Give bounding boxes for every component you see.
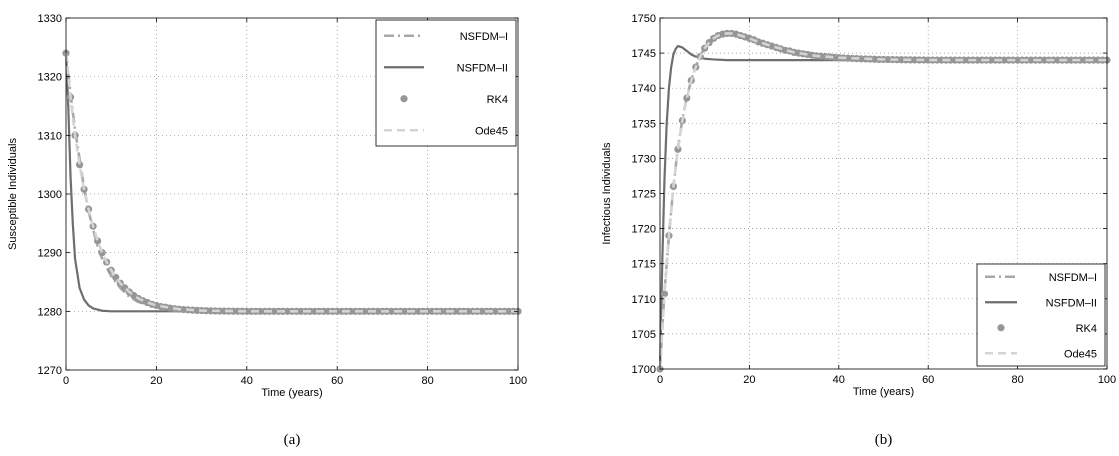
series-line-nsfdm-i [64,53,518,313]
y-tick-label: 1735 [632,118,656,130]
panel-caption: (b) [875,432,893,448]
y-tick-label: 1300 [38,189,62,201]
legend-entry-label: RK4 [487,94,508,106]
y-tick-label: 1715 [632,259,656,271]
y-tick-label: 1310 [38,130,62,142]
panel-a: 0 20 40 60 80 100 1270 1280 1290 1300 1310 1320 1330… [7,13,527,448]
data-point [75,161,84,169]
y-tick-label: 1750 [632,13,656,25]
legend-entry-label: NSFDM–I [1049,272,1097,284]
panel-caption: (a) [284,432,301,448]
y-tick-label: 1720 [632,224,656,236]
x-tick-label: 20 [150,375,162,387]
x-tick-label: 60 [331,375,343,387]
legend: NSFDM–I NSFDM–II RK4 Ode45 [375,19,517,147]
legend-entry-label: NSFDM–II [457,62,508,74]
legend-swatch [997,324,1005,332]
series-line-ode45 [658,32,1107,370]
x-tick-label: 100 [1098,374,1116,386]
x-tick-label: 20 [743,374,755,386]
x-axis-label: Time (years) [261,387,322,399]
y-tick-label: 1745 [632,48,656,60]
x-axis-label: Time (years) [853,386,914,398]
series-line-ode45 [64,53,518,313]
x-tick-label: 80 [1011,374,1023,386]
data-point [660,290,669,298]
legend-swatch [400,95,408,103]
y-tick-label: 1700 [632,364,656,376]
legend-entry-label: Ode45 [475,125,508,137]
data-point [674,145,682,153]
x-tick-label: 80 [421,375,433,387]
y-tick-label: 1290 [38,248,62,260]
y-tick-label: 1740 [632,83,656,95]
x-tick-label: 0 [657,374,663,386]
series-line-nsfdm-ii [658,44,1107,370]
y-tick-label: 1705 [632,329,656,341]
legend-box [976,263,1106,367]
y-tick-label: 1725 [632,189,656,201]
x-tick-label: 40 [833,374,845,386]
y-axis-label: Infectious Individuals [601,142,613,245]
y-tick-label: 1280 [38,306,62,318]
legend-entry-label: Ode45 [1064,348,1097,360]
y-tick-label: 1270 [38,365,62,377]
legend-entry-label: RK4 [1076,323,1097,335]
x-tick-label: 40 [241,375,253,387]
legend-entry-label: NSFDM–II [1046,297,1097,309]
series-line-nsfdm-i [658,31,1107,370]
legend: NSFDM–I NSFDM–II RK4 Ode45 [976,263,1106,367]
x-tick-label: 60 [922,374,934,386]
y-tick-label: 1730 [632,153,656,165]
panel-b: 0 20 40 60 80 100 1700 1705 1710 1715 1720 1725 1730… [601,13,1116,448]
y-tick-label: 1330 [38,13,62,25]
y-axis-label: Susceptible Individuals [7,138,19,250]
x-tick-label: 0 [63,375,69,387]
x-tick-label: 100 [509,375,527,387]
y-tick-label: 1710 [632,294,656,306]
legend-entry-label: NSFDM–I [460,31,508,43]
y-tick-label: 1320 [38,72,62,84]
legend-box [375,19,517,147]
